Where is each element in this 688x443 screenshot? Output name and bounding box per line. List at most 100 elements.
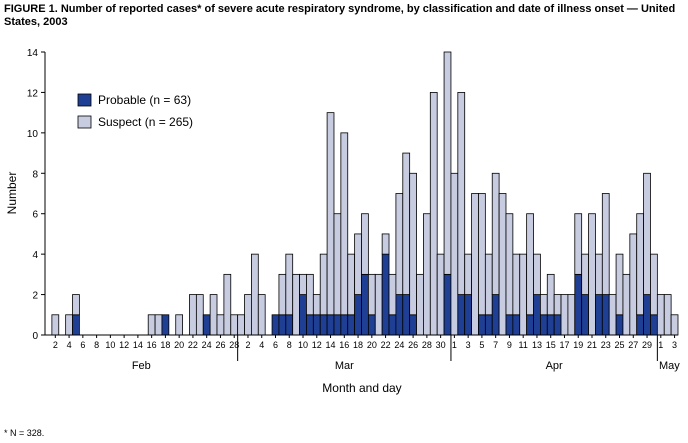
bar-segment: [299, 273, 307, 295]
bar-segment: [622, 273, 631, 336]
bar-segment: [643, 294, 651, 336]
bar-segment: [539, 294, 548, 316]
bar-segment: [519, 253, 528, 336]
bar-segment: [347, 314, 356, 336]
bar-segment: [498, 193, 507, 336]
bar-segment: [333, 314, 342, 336]
x-tick-label: 21: [587, 340, 597, 350]
bar-segment: [347, 253, 356, 316]
bar-segment: [416, 273, 424, 336]
bar-segment: [51, 314, 60, 336]
y-tick-label: 10: [27, 129, 39, 140]
y-tick-label: 0: [32, 331, 38, 342]
bar-segment: [650, 314, 658, 336]
x-tick-label: 18: [160, 340, 170, 350]
x-tick-label: 11: [519, 340, 528, 350]
bar-segment: [615, 314, 624, 336]
x-tick-label: 6: [80, 340, 85, 350]
x-tick-label: 4: [67, 340, 72, 350]
bar-segment: [478, 314, 486, 336]
x-tick-label: 18: [353, 340, 363, 350]
bar-segment: [319, 314, 328, 336]
month-label: May: [659, 360, 680, 372]
bar-segment: [374, 273, 383, 336]
bar-segment: [512, 253, 521, 316]
bar-segment: [560, 294, 569, 336]
bar-segment: [436, 253, 445, 336]
x-tick-label: 12: [312, 340, 322, 350]
bar-segment: [326, 112, 335, 316]
bar-segment: [595, 253, 603, 295]
bar-segment: [491, 172, 500, 295]
footnote: * N = 328.: [4, 428, 45, 438]
bar-segment: [209, 294, 218, 336]
month-label: Mar: [335, 360, 354, 372]
bar-segment: [450, 172, 459, 336]
bar-segment: [670, 314, 679, 336]
bar-segment: [354, 233, 362, 295]
x-tick-label: 27: [628, 340, 638, 350]
bar-segment: [65, 314, 73, 336]
bar-segment: [423, 213, 431, 336]
x-tick-label: 12: [119, 340, 129, 350]
y-tick-label: 12: [27, 88, 39, 99]
x-tick-label: 10: [105, 340, 115, 350]
x-tick-label: 1: [658, 340, 663, 350]
x-tick-label: 22: [381, 340, 391, 350]
x-tick-label: 1: [452, 340, 457, 350]
bar-segment: [402, 152, 411, 295]
bar-segment: [484, 253, 493, 316]
bar-segment: [306, 273, 314, 316]
x-tick-label: 20: [367, 340, 377, 350]
bar-segment: [409, 314, 417, 336]
bar-segment: [72, 314, 80, 336]
bar-segment: [395, 193, 404, 295]
x-tick-label: 24: [394, 340, 404, 350]
x-tick-label: 6: [273, 340, 278, 350]
bar-segment: [464, 294, 472, 336]
x-tick-label: 16: [339, 340, 349, 350]
bar-segment: [601, 193, 610, 295]
bar-segment: [388, 273, 397, 316]
legend-swatch: [77, 115, 92, 129]
bar-segment: [471, 193, 479, 336]
bar-segment: [154, 314, 163, 336]
bar-segment: [333, 213, 342, 316]
x-tick-label: 17: [559, 340, 569, 350]
bar-segment: [567, 294, 576, 336]
x-tick-label: 20: [174, 340, 184, 350]
bar-segment: [505, 314, 514, 336]
y-tick-label: 4: [32, 250, 38, 261]
bar-segment: [237, 314, 245, 336]
chart-title: FIGURE 1. Number of reported cases* of s…: [4, 3, 676, 28]
y-axis-label: Number: [5, 172, 19, 215]
x-tick-label: 13: [532, 340, 542, 350]
bar-segment: [230, 314, 239, 336]
bar-segment: [319, 253, 328, 316]
x-tick-label: 8: [94, 340, 99, 350]
month-label: Apr: [546, 360, 563, 372]
bar-segment: [381, 233, 390, 255]
bar-segment: [388, 314, 397, 336]
bar-segment: [443, 51, 452, 275]
y-tick-label: 6: [32, 210, 38, 221]
bar-segment: [533, 294, 541, 336]
bar-segment: [505, 213, 514, 316]
bar-segment: [553, 294, 562, 316]
x-tick-label: 10: [298, 340, 308, 350]
bar-segment: [526, 314, 534, 336]
legend-swatch: [77, 93, 92, 107]
bar-segment: [257, 294, 266, 336]
x-tick-label: 3: [466, 340, 471, 350]
x-tick-label: 29: [642, 340, 652, 350]
bar-segment: [367, 314, 376, 336]
x-tick-label: 23: [601, 340, 611, 350]
bar-segment: [326, 314, 335, 336]
bar-segment: [299, 294, 307, 336]
bar-segment: [312, 314, 321, 336]
bar-segment: [409, 172, 417, 316]
bar-segment: [553, 314, 562, 336]
bar-segment: [361, 213, 369, 275]
